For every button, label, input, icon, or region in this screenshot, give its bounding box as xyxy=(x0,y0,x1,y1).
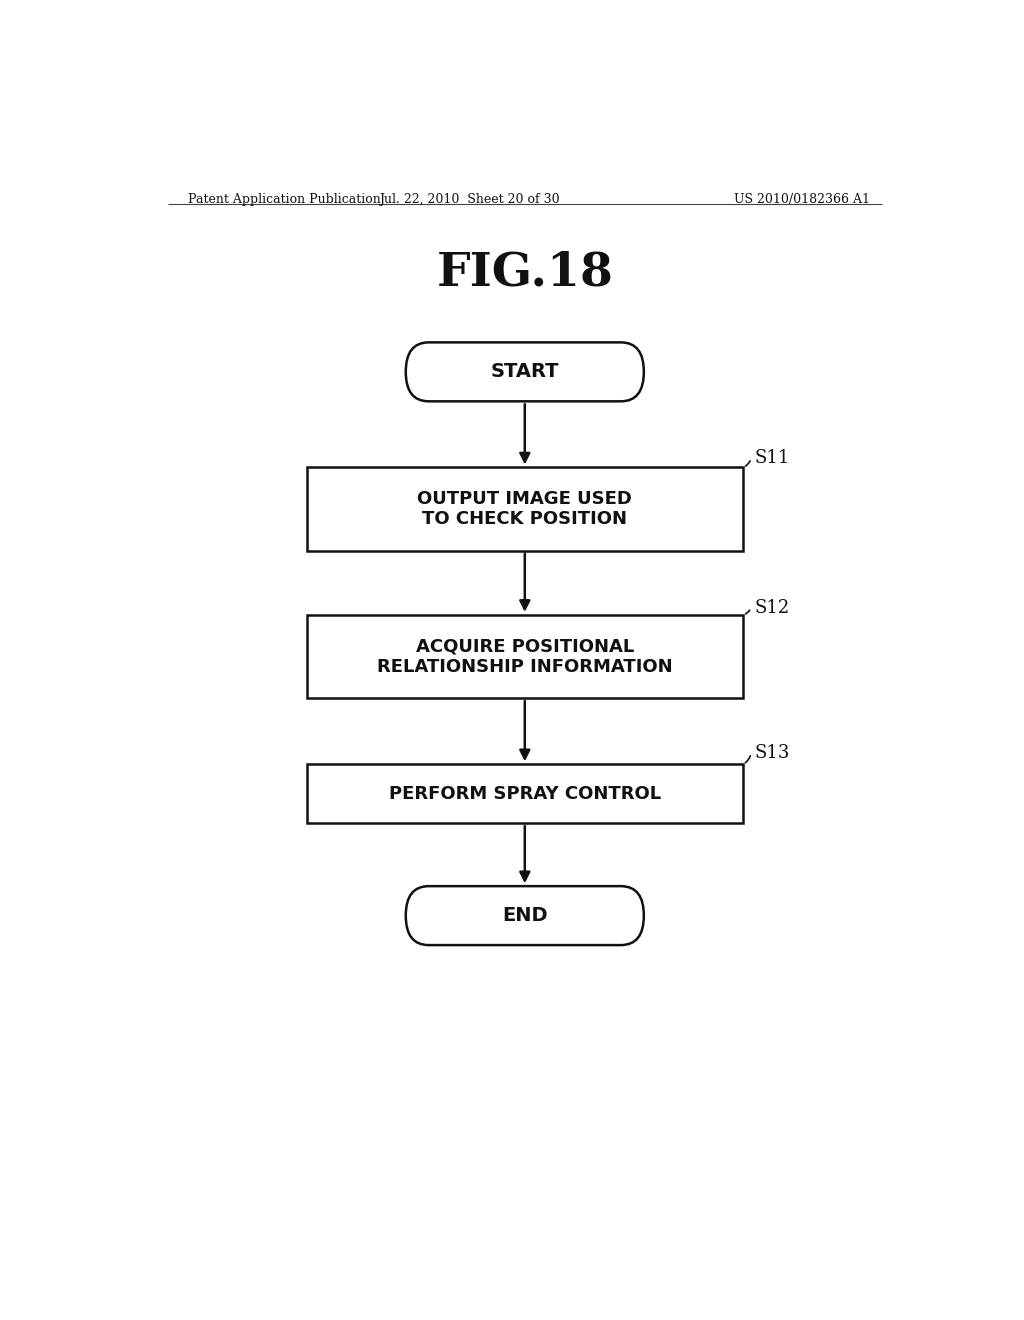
Text: S13: S13 xyxy=(755,744,791,762)
Text: ACQUIRE POSITIONAL
RELATIONSHIP INFORMATION: ACQUIRE POSITIONAL RELATIONSHIP INFORMAT… xyxy=(377,638,673,676)
Text: END: END xyxy=(502,906,548,925)
Text: FIG.18: FIG.18 xyxy=(436,249,613,296)
Text: Jul. 22, 2010  Sheet 20 of 30: Jul. 22, 2010 Sheet 20 of 30 xyxy=(379,193,559,206)
Text: PERFORM SPRAY CONTROL: PERFORM SPRAY CONTROL xyxy=(389,784,660,803)
Bar xyxy=(306,764,743,824)
Text: OUTPUT IMAGE USED
TO CHECK POSITION: OUTPUT IMAGE USED TO CHECK POSITION xyxy=(418,490,632,528)
Bar xyxy=(306,467,743,550)
FancyBboxPatch shape xyxy=(406,886,644,945)
FancyBboxPatch shape xyxy=(406,342,644,401)
Bar xyxy=(306,615,743,698)
Text: US 2010/0182366 A1: US 2010/0182366 A1 xyxy=(734,193,870,206)
Text: Patent Application Publication: Patent Application Publication xyxy=(187,193,380,206)
Text: S11: S11 xyxy=(755,449,791,467)
Text: S12: S12 xyxy=(755,599,791,616)
Text: START: START xyxy=(490,363,559,381)
